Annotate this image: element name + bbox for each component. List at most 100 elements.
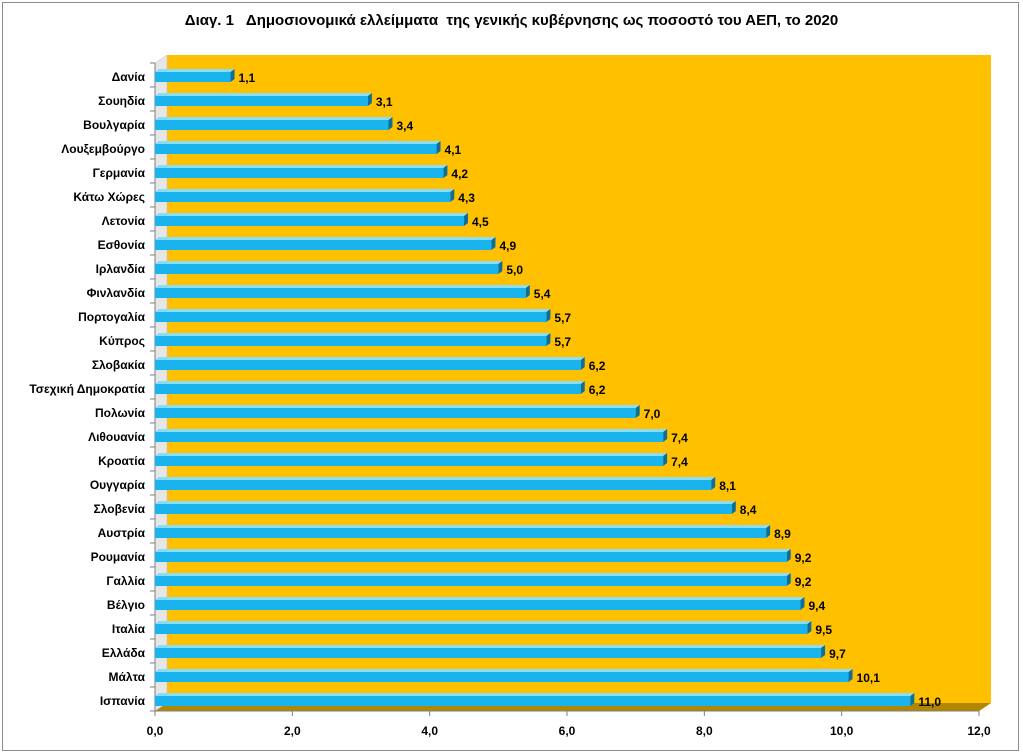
category-label: Κύπρος — [99, 334, 145, 348]
bar-side-face — [546, 333, 551, 346]
bar-side-face — [821, 645, 826, 658]
bar — [155, 72, 231, 82]
data-label: 7,4 — [671, 455, 688, 469]
data-label: 5,7 — [554, 311, 571, 325]
bar-side-face — [663, 429, 668, 442]
x-tick-label: 12,0 — [967, 724, 991, 738]
data-label: 9,2 — [795, 551, 812, 565]
bar-side-face — [786, 549, 791, 562]
bar-top-face — [155, 117, 393, 120]
x-tick-label: 2,0 — [284, 724, 301, 738]
category-label: Τσεχική Δημοκρατία — [29, 382, 145, 396]
x-tick-label: 8,0 — [696, 724, 713, 738]
category-label: Φινλανδία — [87, 286, 146, 300]
category-label: Πολωνία — [95, 406, 146, 420]
bar — [155, 264, 499, 274]
bar-side-face — [807, 621, 812, 634]
bar-side-face — [731, 501, 736, 514]
bar-side-face — [635, 405, 640, 418]
category-label: Μάλτα — [109, 670, 146, 684]
category-label: Ιταλία — [112, 622, 146, 636]
bar-top-face — [155, 645, 826, 648]
data-label: 8,9 — [774, 527, 791, 541]
bar-top-face — [155, 621, 812, 624]
bar — [155, 480, 712, 490]
bar-top-face — [155, 429, 668, 432]
bar-top-face — [155, 213, 468, 216]
data-label: 8,4 — [740, 503, 757, 517]
bar-top-face — [155, 573, 791, 576]
bar — [155, 192, 451, 202]
category-label: Λετονία — [102, 214, 146, 228]
data-label: 7,0 — [644, 407, 661, 421]
category-label: Εσθονία — [98, 238, 146, 252]
bar — [155, 576, 787, 586]
data-label: 5,7 — [554, 335, 571, 349]
category-label: Κροατία — [98, 454, 145, 468]
data-label: 9,7 — [829, 647, 846, 661]
bar-top-face — [155, 141, 441, 144]
data-label: 9,2 — [795, 575, 812, 589]
data-label: 4,9 — [499, 239, 516, 253]
bar-top-face — [155, 405, 640, 408]
bar-side-face — [711, 477, 716, 490]
category-label: Ρουμανία — [91, 550, 146, 564]
bar — [155, 360, 581, 370]
bar — [155, 96, 368, 106]
bar-side-face — [786, 573, 791, 586]
bar-side-face — [230, 69, 235, 82]
bar — [155, 504, 732, 514]
bar-side-face — [663, 453, 668, 466]
bar — [155, 600, 801, 610]
bar — [155, 336, 547, 346]
bar — [155, 456, 664, 466]
bar-top-face — [155, 237, 496, 240]
bar-side-face — [498, 261, 503, 274]
category-label: Λουξεμβούργο — [61, 142, 145, 156]
data-label: 5,0 — [506, 263, 523, 277]
data-label: 3,4 — [396, 119, 413, 133]
bar-top-face — [155, 285, 530, 288]
bar-top-face — [155, 477, 716, 480]
bar — [155, 528, 767, 538]
data-label: 7,4 — [671, 431, 688, 445]
bar — [155, 120, 389, 130]
x-tick-label: 0,0 — [147, 724, 164, 738]
data-label: 5,4 — [534, 287, 551, 301]
category-label: Γερμανία — [93, 166, 146, 180]
data-label: 4,5 — [472, 215, 489, 229]
data-label: 4,1 — [445, 143, 462, 157]
bar-top-face — [155, 597, 805, 600]
x-tick-label: 6,0 — [559, 724, 576, 738]
bar-side-face — [436, 141, 441, 154]
bar — [155, 648, 822, 658]
bar-top-face — [155, 669, 853, 672]
bar-top-face — [155, 525, 771, 528]
data-label: 9,4 — [808, 599, 825, 613]
bar — [155, 432, 664, 442]
category-label: Πορτογαλία — [78, 310, 145, 324]
bar — [155, 312, 547, 322]
data-label: 4,2 — [451, 167, 468, 181]
bar — [155, 144, 437, 154]
category-label: Ιρλανδία — [96, 262, 146, 276]
x-tick-label: 4,0 — [421, 724, 438, 738]
x-tick-label: 10,0 — [830, 724, 854, 738]
category-label: Ελλάδα — [102, 646, 146, 660]
bar-side-face — [800, 597, 805, 610]
category-label: Βουλγαρία — [83, 118, 145, 132]
data-label: 10,1 — [857, 671, 881, 685]
data-label: 9,5 — [815, 623, 832, 637]
bar — [155, 288, 526, 298]
category-label: Σουηδία — [98, 94, 145, 108]
bar-top-face — [155, 69, 235, 72]
category-label: Αυστρία — [98, 526, 146, 540]
category-label: Ουγγαρία — [90, 478, 146, 492]
bar-side-face — [580, 381, 585, 394]
data-label: 6,2 — [589, 359, 606, 373]
bar-side-face — [450, 189, 455, 202]
category-label: Ισπανία — [100, 694, 146, 708]
bar — [155, 168, 444, 178]
bar — [155, 384, 581, 394]
